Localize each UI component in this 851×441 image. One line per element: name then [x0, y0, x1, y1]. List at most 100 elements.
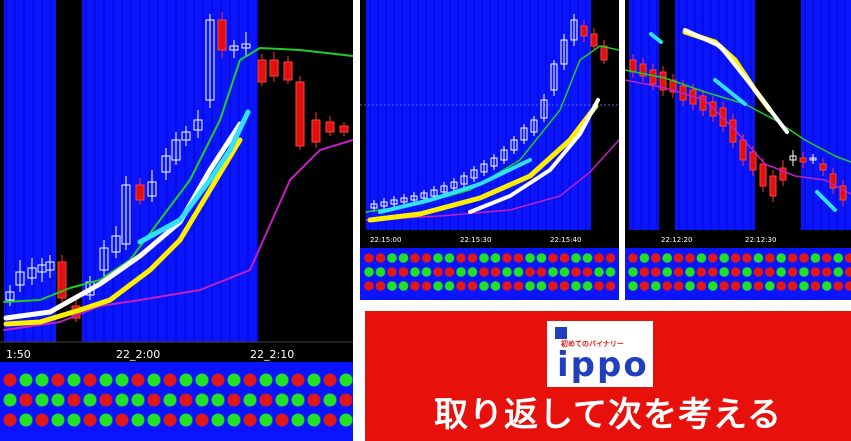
signal-dot	[685, 281, 695, 291]
signal-dot	[685, 267, 695, 277]
trend-line-white	[468, 98, 600, 214]
signal-dot	[628, 281, 638, 291]
signal-dot	[467, 253, 478, 263]
signal-dot	[339, 373, 353, 387]
signal-dot	[765, 253, 775, 263]
candle-body	[540, 99, 548, 119]
signal-dot	[467, 267, 478, 277]
signal-dot	[307, 413, 321, 427]
signal-dot	[410, 253, 420, 263]
trend-line-cyan	[713, 78, 747, 106]
candle-body	[339, 125, 349, 133]
signal-dot	[444, 253, 455, 263]
signal-dot	[753, 267, 764, 277]
signal-dot	[673, 267, 684, 277]
time-label-1: 22:12:20	[661, 236, 693, 244]
signal-dot	[19, 373, 33, 387]
signal-dot	[594, 253, 604, 263]
signal-dot	[651, 267, 661, 277]
candle-body	[829, 173, 837, 189]
signal-dot	[35, 413, 49, 427]
signal-dot	[502, 281, 512, 291]
signal-dot	[387, 253, 397, 263]
signal-dot	[559, 267, 570, 277]
candle-body	[269, 59, 279, 77]
signal-dot	[490, 281, 501, 291]
candle-body	[15, 271, 25, 286]
signal-dot	[628, 267, 638, 277]
signal-dot	[456, 281, 466, 291]
signal-dot	[513, 281, 524, 291]
candle-body	[669, 79, 677, 93]
candle-body	[45, 261, 55, 271]
signal-dot	[685, 253, 695, 263]
logo-mark-icon	[555, 327, 567, 339]
signal-dot	[456, 253, 466, 263]
candle-body	[450, 181, 458, 189]
signal-dot	[398, 281, 409, 291]
signal-dot	[421, 253, 432, 263]
signal-dot	[83, 373, 97, 387]
time-label-3: 22:15:40	[550, 236, 582, 244]
trend-line-cyan	[815, 190, 837, 212]
signal-dot	[662, 281, 672, 291]
candle-body	[580, 25, 588, 37]
signal-dot	[444, 281, 455, 291]
signal-dot	[99, 373, 113, 387]
signal-dot	[651, 253, 661, 263]
candle-body	[311, 119, 321, 143]
ippo-logo: 初めてのバイナリー ippo	[547, 321, 653, 387]
signal-dot	[787, 253, 798, 263]
signal-dot	[211, 393, 225, 407]
signal-dot	[35, 393, 49, 407]
banner-headline: 取り返して次を考える	[434, 395, 782, 435]
signal-dot	[51, 373, 65, 387]
signal-dot	[844, 267, 851, 277]
signal-dot	[163, 413, 177, 427]
candle-body	[121, 184, 131, 245]
signal-dot	[410, 281, 420, 291]
candle-body	[749, 151, 757, 171]
signal-dot	[99, 393, 113, 407]
ma-line-magenta	[365, 139, 619, 221]
candle-body	[460, 175, 468, 185]
signal-dot	[502, 267, 512, 277]
candle-body	[390, 199, 398, 205]
signal-dot	[833, 253, 843, 263]
signal-dot	[227, 413, 241, 427]
candle-body	[590, 33, 598, 47]
signal-dot	[776, 267, 786, 277]
signal-dot	[673, 281, 684, 291]
signal-dot	[639, 267, 650, 277]
signal-dot	[433, 267, 443, 277]
candle-body	[809, 157, 817, 161]
candle-body	[699, 95, 707, 111]
logo-tagline: 初めてのバイナリー	[561, 340, 624, 348]
chart-panel-middle: 22:15:00 22:15:30 22:15:40	[360, 0, 619, 300]
signal-dot	[662, 267, 672, 277]
signal-dot	[513, 267, 524, 277]
signal-dot	[195, 373, 209, 387]
blue-zone	[4, 0, 56, 342]
signal-dot	[227, 393, 241, 407]
signal-dot	[730, 281, 741, 291]
candle-body	[659, 71, 667, 91]
logo-text: ippo	[557, 345, 649, 385]
signal-dot	[147, 373, 161, 387]
signal-dot	[742, 253, 752, 263]
signal-dot	[211, 413, 225, 427]
signal-dot	[51, 413, 65, 427]
candle-body	[5, 291, 15, 301]
candlestick-chart-middle	[360, 0, 619, 300]
trend-line-yellow	[3, 137, 243, 327]
signal-dot	[605, 253, 616, 263]
signal-dot	[479, 267, 489, 277]
candle-body	[779, 167, 787, 181]
candle-body	[410, 195, 418, 201]
signal-dot	[227, 373, 241, 387]
signal-dot	[742, 267, 752, 277]
signal-dot	[571, 281, 581, 291]
time-label-2: 22:15:30	[460, 236, 492, 244]
signal-dot	[243, 373, 257, 387]
candle-body	[819, 163, 827, 171]
